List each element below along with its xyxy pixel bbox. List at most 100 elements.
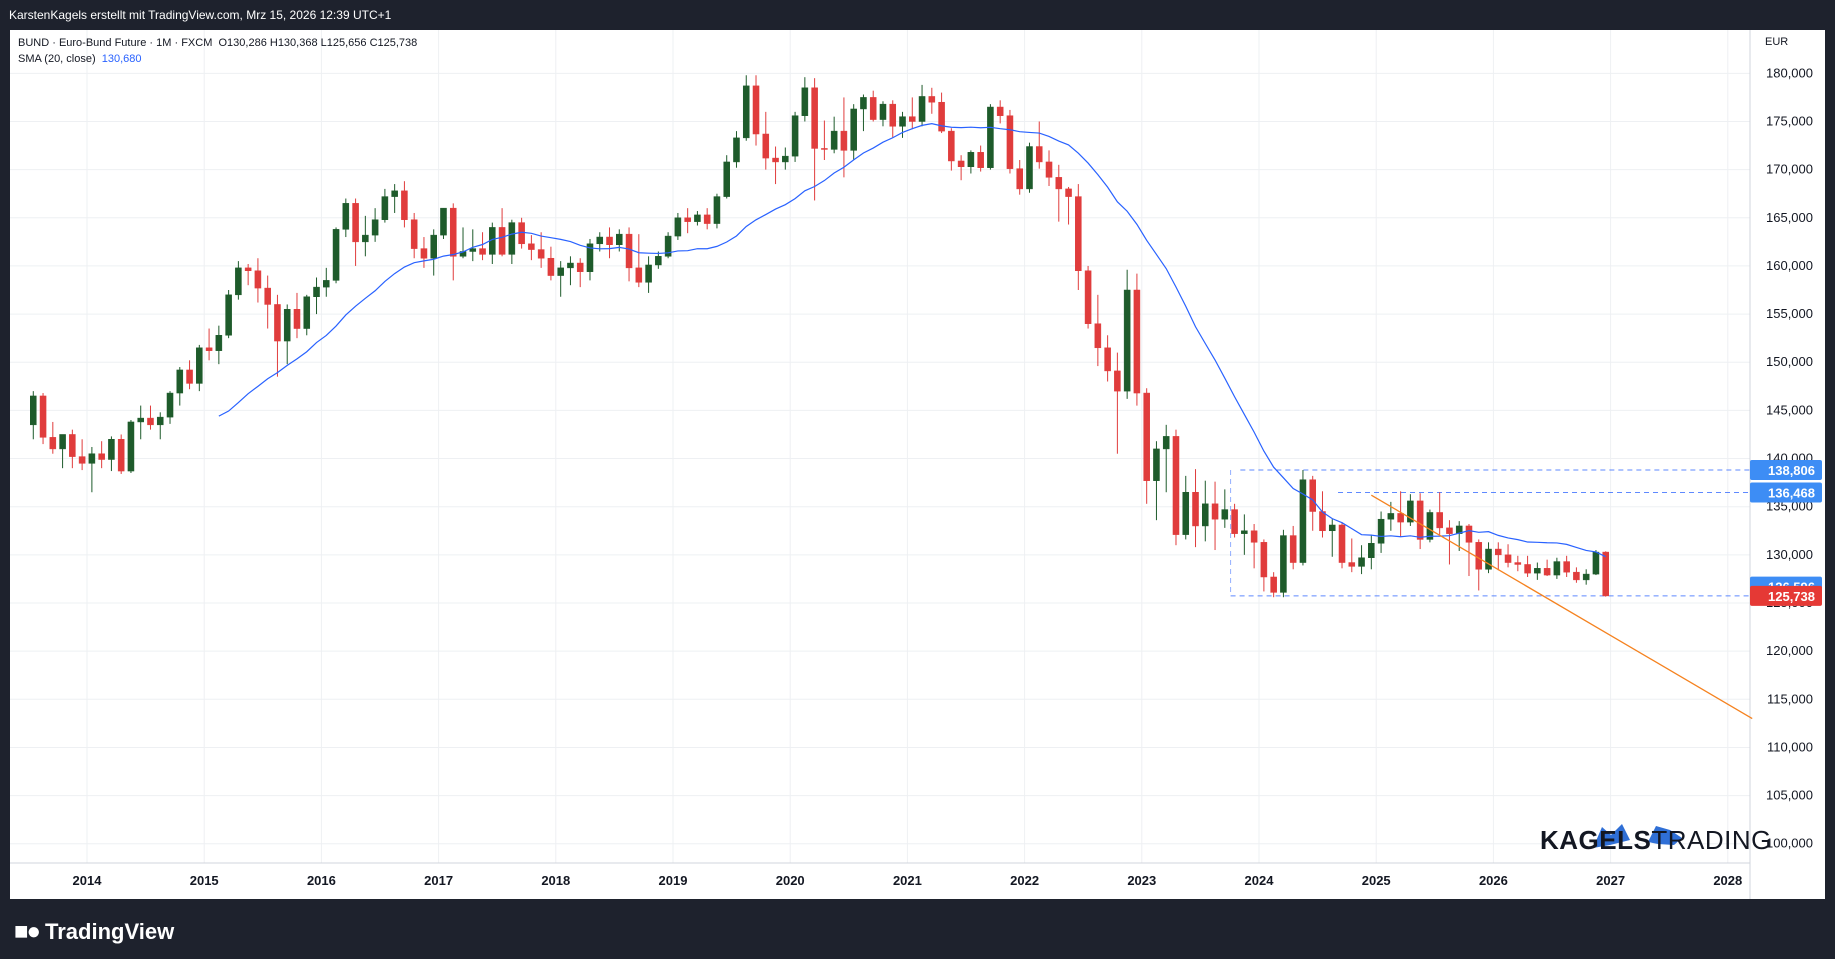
candle-body — [547, 257, 555, 276]
tradingview-logo-text: TradingView — [45, 919, 175, 944]
candle-body — [1182, 491, 1190, 535]
candle-body — [1114, 370, 1121, 392]
candle-body — [752, 85, 760, 135]
y-tick-label: 160,000 — [1766, 258, 1813, 273]
candle-body — [401, 190, 408, 220]
x-tick-label: 2015 — [190, 873, 219, 888]
candle-body — [762, 133, 770, 159]
candle-body — [1065, 188, 1072, 197]
sma-line[interactable] — [218, 122, 1606, 558]
candle-body — [1543, 568, 1551, 576]
candle-body — [1143, 392, 1150, 481]
candle-body — [293, 309, 301, 329]
candle-body — [1123, 289, 1131, 392]
candle-body — [840, 130, 848, 151]
x-tick-label: 2028 — [1713, 873, 1742, 888]
candle-body — [108, 439, 115, 460]
header-bar: KarstenKagels erstellt mit TradingView.c… — [0, 0, 1835, 30]
x-tick-label: 2023 — [1127, 873, 1156, 888]
candle-body — [928, 96, 936, 103]
candle-body — [1328, 524, 1336, 532]
candle-body — [1563, 561, 1570, 573]
price-badge — [1750, 482, 1822, 503]
candle-body — [1084, 270, 1092, 324]
y-tick-label: 165,000 — [1766, 210, 1813, 225]
candle-body — [1309, 479, 1316, 512]
y-tick-label: 180,000 — [1766, 65, 1813, 80]
candle-body — [59, 434, 66, 450]
candle-body — [1553, 561, 1561, 576]
candle-body — [596, 236, 604, 245]
candle-body — [1133, 289, 1141, 394]
y-tick-label: 175,000 — [1766, 113, 1813, 128]
trendline[interactable] — [1370, 494, 1753, 720]
candle-body — [1485, 548, 1492, 570]
price-badge — [1750, 585, 1822, 606]
currency-label[interactable]: EUR — [1765, 36, 1789, 48]
candle-body — [1221, 509, 1229, 520]
candle-body — [684, 217, 691, 222]
x-tick-label: 2027 — [1596, 873, 1625, 888]
candle-body — [899, 116, 906, 127]
candle-body — [1348, 562, 1356, 567]
candle-body — [791, 115, 799, 157]
candle-body — [137, 417, 144, 423]
candle-body — [430, 234, 437, 259]
bear-icon — [1648, 826, 1682, 845]
price-badge-label: 138,806 — [1768, 463, 1815, 478]
candle-body — [264, 287, 271, 305]
candle-body — [938, 101, 945, 132]
candle-body — [772, 157, 779, 163]
candle-body — [616, 233, 623, 246]
candle-body — [1602, 551, 1609, 597]
y-tick-label: 150,000 — [1766, 354, 1813, 369]
x-tick-label: 2024 — [1245, 873, 1275, 888]
bull-icon — [1593, 824, 1630, 848]
candle-body — [342, 203, 350, 230]
candle-body — [1202, 503, 1209, 527]
candle-body — [274, 304, 281, 342]
candle-body — [176, 369, 184, 394]
candle-body — [498, 227, 506, 255]
candle-body — [1592, 551, 1600, 575]
y-tick-label: 100,000 — [1766, 836, 1813, 851]
price-badge — [1750, 460, 1822, 481]
candle-body — [1319, 511, 1326, 532]
x-tick-label: 2020 — [776, 873, 805, 888]
candle-body — [1397, 513, 1404, 523]
candle-body — [78, 456, 86, 464]
candle-body — [1514, 562, 1522, 565]
candle-body — [1026, 146, 1033, 190]
candle-body — [332, 229, 340, 281]
candle-body — [742, 85, 750, 139]
x-tick-label: 2022 — [1010, 873, 1039, 888]
candle-body — [1534, 568, 1541, 574]
price-badge-label: 136,468 — [1768, 486, 1815, 501]
candle-body — [996, 106, 1004, 116]
footer-bar — [0, 899, 1835, 959]
candle-body — [30, 395, 37, 426]
x-tick-label: 2019 — [659, 873, 688, 888]
legend-ohlc: O130,286 H130,368 L125,656 C125,738 — [218, 37, 418, 49]
x-tick-label: 2026 — [1479, 873, 1508, 888]
candle-body — [215, 335, 223, 351]
candle-body — [1075, 196, 1082, 272]
price-chart[interactable]: 2014 2015 2016 2017 2018 2019 2020 2021 2022 2023… — [10, 30, 1825, 899]
candle-body — [1162, 436, 1170, 450]
y-tick-label: 170,000 — [1766, 162, 1813, 177]
tradingview-logo[interactable]: ■● TradingView — [14, 918, 174, 946]
candle-body — [1358, 557, 1365, 567]
candle-body — [371, 219, 379, 236]
candle-body — [1241, 530, 1248, 534]
candle-body — [303, 296, 311, 329]
candle-body — [1573, 571, 1580, 581]
candle-body — [664, 235, 672, 257]
candle-body — [1465, 525, 1473, 543]
candle-body — [1426, 512, 1434, 540]
candle-body — [98, 453, 105, 460]
y-tick-label: 105,000 — [1766, 788, 1813, 803]
header-attribution: KarstenKagels erstellt mit TradingView.c… — [9, 8, 392, 22]
candle-body — [733, 137, 740, 163]
candle-body — [156, 416, 164, 426]
candle-body — [225, 294, 232, 336]
